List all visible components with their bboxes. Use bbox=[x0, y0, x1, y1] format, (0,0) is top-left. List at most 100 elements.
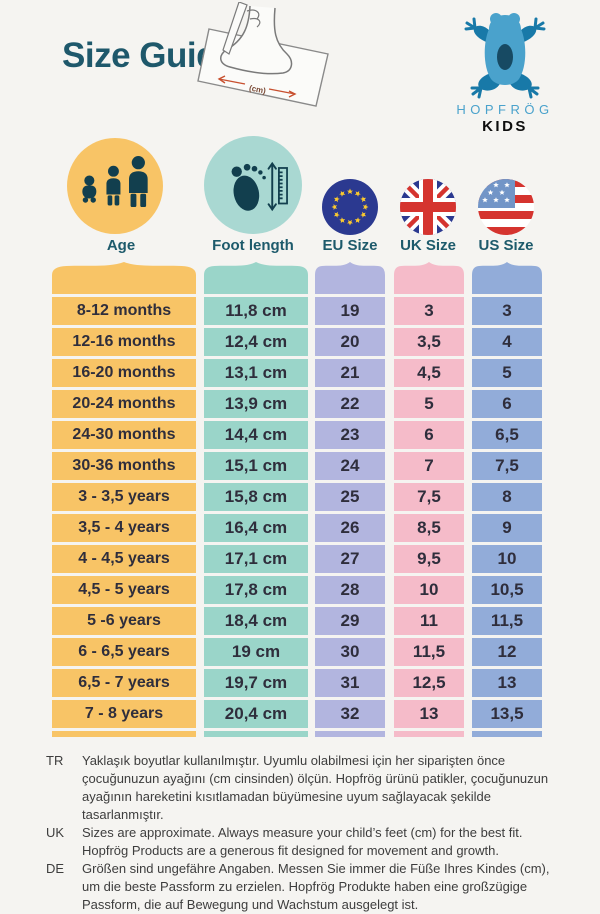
table-column-us: 3 4 5 6 6,5 7,5 8 9 10 10,5 11,5 12 13 13,5 bbox=[472, 262, 542, 737]
table-cell-uk-row13: 12,5 bbox=[394, 669, 464, 697]
table-cell-uk-row4: 5 bbox=[394, 390, 464, 418]
column-footer-strip bbox=[394, 731, 464, 737]
column-label-age: Age bbox=[106, 237, 136, 254]
table-cell-foot-row3: 13,1 cm bbox=[204, 359, 308, 387]
table-cell-eu-row1: 19 bbox=[315, 297, 385, 325]
table-cell-foot-row6: 15,1 cm bbox=[204, 452, 308, 480]
table-cell-age-row14: 7 - 8 years bbox=[52, 700, 196, 728]
table-cell-us-row7: 8 bbox=[472, 483, 542, 511]
table-cell-us-row5: 6,5 bbox=[472, 421, 542, 449]
table-cell-uk-row12: 11,5 bbox=[394, 638, 464, 666]
column-footer-strip bbox=[204, 731, 308, 737]
table-cell-eu-row13: 31 bbox=[315, 669, 385, 697]
frog-icon bbox=[464, 13, 546, 99]
table-cell-uk-row8: 8,5 bbox=[394, 514, 464, 542]
table-cell-foot-row14: 20,4 cm bbox=[204, 700, 308, 728]
footnote-text: Yaklaşık boyutlar kullanılmıştır. Uyumlu… bbox=[82, 753, 549, 822]
pencil-icon bbox=[222, 2, 248, 55]
children-icon bbox=[82, 156, 148, 207]
table-cell-eu-row12: 30 bbox=[315, 638, 385, 666]
table-cell-eu-row4: 22 bbox=[315, 390, 385, 418]
table-cell-age-row3: 16-20 months bbox=[52, 359, 196, 387]
table-cell-foot-row1: 11,8 cm bbox=[204, 297, 308, 325]
table-cell-foot-row4: 13,9 cm bbox=[204, 390, 308, 418]
table-cell-us-row6: 7,5 bbox=[472, 452, 542, 480]
table-cell-foot-row13: 19,7 cm bbox=[204, 669, 308, 697]
table-cell-eu-row14: 32 bbox=[315, 700, 385, 728]
table-cell-foot-row5: 14,4 cm bbox=[204, 421, 308, 449]
table-cell-age-row13: 6,5 - 7 years bbox=[52, 669, 196, 697]
table-cell-age-row4: 20-24 months bbox=[52, 390, 196, 418]
table-cell-age-row9: 4 - 4,5 years bbox=[52, 545, 196, 573]
table-cell-uk-row5: 6 bbox=[394, 421, 464, 449]
table-cell-uk-row11: 11 bbox=[394, 607, 464, 635]
column-label-eu-size: EU Size bbox=[322, 237, 378, 254]
table-cell-age-row1: 8-12 months bbox=[52, 297, 196, 325]
table-cell-age-row12: 6 - 6,5 years bbox=[52, 638, 196, 666]
table-cell-age-row10: 4,5 - 5 years bbox=[52, 576, 196, 604]
table-cell-eu-row5: 23 bbox=[315, 421, 385, 449]
table-cell-eu-row10: 28 bbox=[315, 576, 385, 604]
table-cell-uk-row14: 13 bbox=[394, 700, 464, 728]
table-cell-us-row12: 12 bbox=[472, 638, 542, 666]
foot-length-circle bbox=[204, 136, 302, 234]
measure-arrow bbox=[217, 75, 297, 98]
footnote-lang-label: TR bbox=[46, 753, 64, 768]
brand-subtitle: KIDS bbox=[482, 118, 528, 135]
table-cell-us-row9: 10 bbox=[472, 545, 542, 573]
column-arch-top bbox=[52, 262, 196, 294]
table-cell-age-row6: 30-36 months bbox=[52, 452, 196, 480]
footnotes: TR Yaklaşık boyutlar kullanılmıştır. Uyum… bbox=[46, 752, 570, 914]
table-cell-age-row7: 3 - 3,5 years bbox=[52, 483, 196, 511]
uk-flag-icon bbox=[400, 179, 456, 235]
table-cell-eu-row8: 26 bbox=[315, 514, 385, 542]
column-label-uk-size: UK Size bbox=[400, 237, 456, 254]
table-cell-eu-row7: 25 bbox=[315, 483, 385, 511]
table-cell-us-row8: 9 bbox=[472, 514, 542, 542]
table-cell-foot-row10: 17,8 cm bbox=[204, 576, 308, 604]
footnote-lang-label: UK bbox=[46, 825, 65, 840]
column-label-foot-length: Foot length bbox=[212, 237, 294, 254]
table-cell-foot-row11: 18,4 cm bbox=[204, 607, 308, 635]
measure-caption: (cm) bbox=[248, 84, 267, 96]
column-arch-top bbox=[394, 262, 464, 294]
table-cell-foot-row9: 17,1 cm bbox=[204, 545, 308, 573]
table-cell-us-row3: 5 bbox=[472, 359, 542, 387]
table-cell-uk-row6: 7 bbox=[394, 452, 464, 480]
column-footer-strip bbox=[315, 731, 385, 737]
table-column-foot: 11,8 cm 12,4 cm 13,1 cm 13,9 cm 14,4 cm 15,1 … bbox=[204, 262, 308, 737]
footnote-tr: TR Yaklaşık boyutlar kullanılmıştır. Uyum… bbox=[46, 752, 570, 824]
table-cell-foot-row12: 19 cm bbox=[204, 638, 308, 666]
footprint-ruler-icon bbox=[231, 161, 288, 212]
table-cell-age-row11: 5 -6 years bbox=[52, 607, 196, 635]
table-cell-us-row2: 4 bbox=[472, 328, 542, 356]
table-cell-uk-row2: 3,5 bbox=[394, 328, 464, 356]
column-footer-strip bbox=[472, 731, 542, 737]
table-cell-eu-row3: 21 bbox=[315, 359, 385, 387]
table-cell-eu-row11: 29 bbox=[315, 607, 385, 635]
eu-flag-icon bbox=[322, 179, 378, 235]
foot-measuring-illustration: (cm) bbox=[197, 2, 329, 107]
footnote-text: Sizes are approximate. Always measure yo… bbox=[82, 825, 523, 858]
table-cell-age-row2: 12-16 months bbox=[52, 328, 196, 356]
table-cell-foot-row7: 15,8 cm bbox=[204, 483, 308, 511]
brand-name: HOPFRÖG bbox=[456, 102, 554, 117]
footnote-de: DE Größen sind ungefähre Angaben. Messen … bbox=[46, 860, 570, 914]
table-cell-age-row5: 24-30 months bbox=[52, 421, 196, 449]
table-cell-us-row11: 11,5 bbox=[472, 607, 542, 635]
table-cell-age-row8: 3,5 - 4 years bbox=[52, 514, 196, 542]
table-cell-us-row14: 13,5 bbox=[472, 700, 542, 728]
brand-logo: HOPFRÖG KIDS bbox=[426, 10, 584, 135]
table-cell-uk-row9: 9,5 bbox=[394, 545, 464, 573]
table-cell-us-row1: 3 bbox=[472, 297, 542, 325]
table-cell-eu-row9: 27 bbox=[315, 545, 385, 573]
column-label-us-size: US Size bbox=[478, 237, 534, 254]
footnote-uk: UK Sizes are approximate. Always measure … bbox=[46, 824, 570, 860]
age-column-circle bbox=[67, 138, 163, 234]
footnote-lang-label: DE bbox=[46, 861, 65, 876]
table-cell-uk-row1: 3 bbox=[394, 297, 464, 325]
table-cell-uk-row3: 4,5 bbox=[394, 359, 464, 387]
column-arch-top bbox=[204, 262, 308, 294]
table-column-uk: 3 3,5 4,5 5 6 7 7,5 8,5 9,5 10 11 11,5 12,5 13 bbox=[394, 262, 464, 737]
